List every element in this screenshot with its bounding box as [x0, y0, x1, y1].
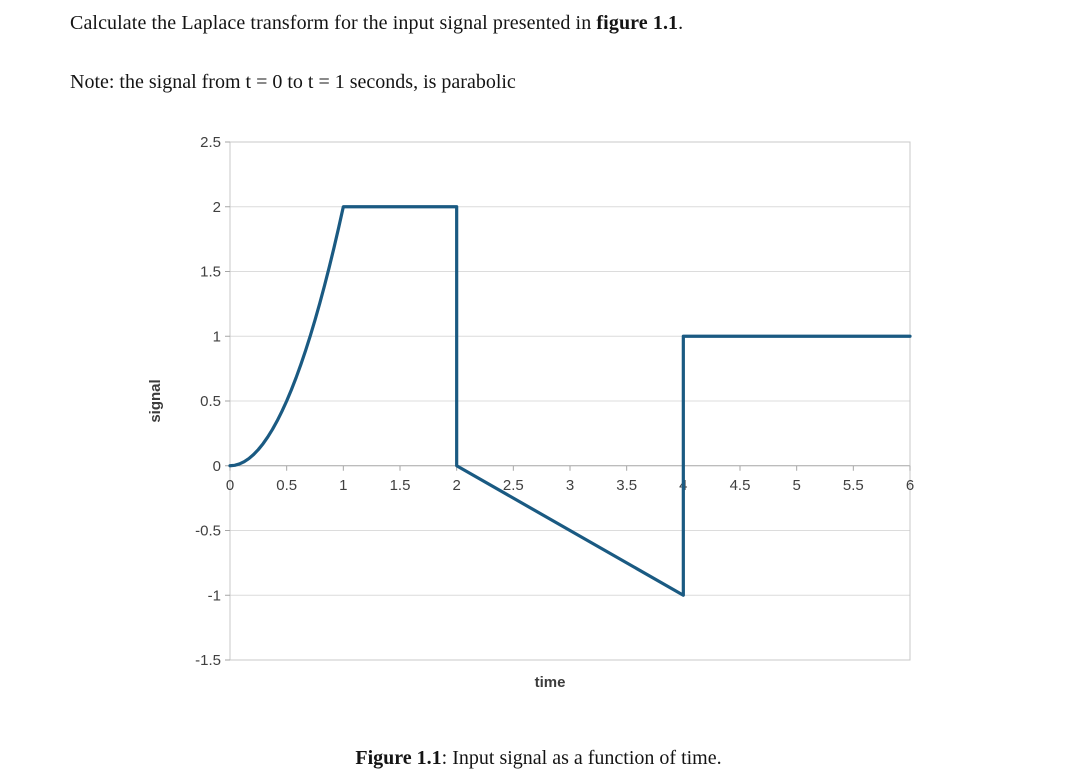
- y-tick-label: 2.5: [200, 134, 221, 151]
- y-tick-label: -1: [208, 587, 221, 604]
- x-tick-label: 3: [566, 477, 574, 494]
- y-tick-label: 1: [213, 328, 221, 345]
- y-axis-title: signal: [147, 379, 164, 422]
- x-tick-label: 6: [906, 477, 914, 494]
- figure-caption: Figure 1.1: Input signal as a function o…: [0, 747, 1077, 770]
- note-text: Note: the signal from t = 0 to t = 1 sec…: [70, 71, 516, 93]
- problem-statement: Calculate the Laplace transform for the …: [70, 12, 683, 35]
- x-tick-label: 5.5: [843, 477, 864, 494]
- x-tick-label: 1.5: [390, 477, 411, 494]
- y-tick-label: 0.5: [200, 393, 221, 410]
- problem-text-end: .: [678, 12, 684, 34]
- figure-1-1-chart: -1.5 -1 -0.5 0 0.5 1 1.5 2 2.5 0 0.5 1 1.5 2 2.5 3 3.5 4 4…: [140, 120, 960, 720]
- signal-line: [228, 205, 912, 597]
- x-tick-label: 2.5: [503, 477, 524, 494]
- x-tick-label: 0: [226, 477, 234, 494]
- x-tick-label: 0.5: [276, 477, 297, 494]
- x-tick-label: 4.5: [730, 477, 751, 494]
- figure-caption-label: Figure 1.1: [355, 747, 442, 769]
- y-tick-label: -1.5: [195, 652, 221, 669]
- figure-caption-text: : Input signal as a function of time.: [441, 747, 722, 769]
- y-tick-label: 1.5: [200, 264, 221, 281]
- figure-reference: figure 1.1: [596, 12, 679, 34]
- x-tick-label: 3.5: [616, 477, 637, 494]
- x-axis-title: time: [535, 674, 566, 691]
- y-tick-label: -0.5: [195, 523, 221, 540]
- x-tick-label: 2: [452, 477, 460, 494]
- x-tick-label: 5: [792, 477, 800, 494]
- x-tick-label: 1: [339, 477, 347, 494]
- signal-chart-svg: -1.5-1-0.500.511.522.50 0.5 1 1.5 2 2.5 3 3.5 4 4…: [147, 134, 914, 691]
- problem-text: Calculate the Laplace transform for the …: [70, 12, 597, 34]
- y-tick-label: 2: [213, 199, 221, 216]
- y-tick-label: 0: [213, 458, 221, 475]
